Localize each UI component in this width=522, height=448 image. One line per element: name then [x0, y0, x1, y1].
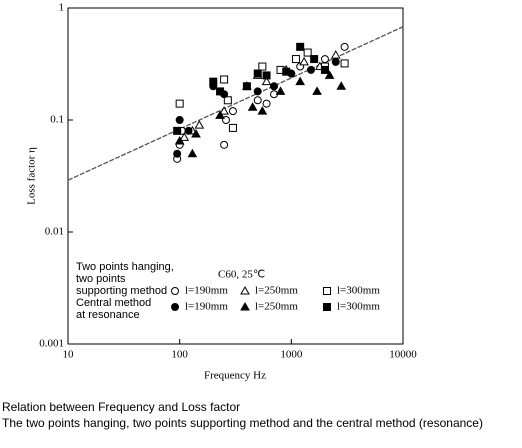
annotation: C60, 25℃: [218, 269, 265, 281]
data-point: [291, 55, 300, 64]
legend-marker: [171, 287, 179, 295]
y-tick-label: 0.1: [50, 114, 64, 126]
data-point: [220, 140, 229, 149]
x-tick-label: 100: [171, 349, 188, 361]
data-point: [175, 116, 184, 124]
y-tick-label: 0.001: [39, 338, 64, 350]
data-point: [310, 55, 319, 64]
y-tick-label: 1: [59, 2, 65, 14]
data-point: [330, 50, 341, 59]
legend-label: l=190mm: [185, 301, 228, 313]
data-point: [215, 110, 225, 119]
legend-group-label: Central method: [76, 297, 151, 309]
data-point: [184, 126, 193, 135]
y-tick-label: 0.01: [45, 226, 64, 238]
data-point: [262, 99, 271, 108]
data-point: [223, 96, 232, 105]
data-point: [295, 76, 306, 86]
data-point: [187, 148, 198, 158]
legend-group-label: supporting method: [76, 285, 167, 297]
data-point: [179, 132, 190, 141]
legend-label: l=300mm: [337, 301, 380, 313]
legend-label: l=250mm: [255, 285, 298, 297]
legend-marker: [240, 301, 250, 311]
legend-marker: [323, 287, 331, 295]
data-point: [220, 75, 229, 84]
data-point: [320, 55, 329, 64]
data-point: [336, 81, 347, 90]
legend-marker: [171, 303, 179, 311]
legend-label: l=190mm: [185, 285, 228, 297]
x-tick-label: 1000: [280, 349, 303, 361]
plot-frame: [67, 7, 404, 345]
data-point: [173, 149, 182, 158]
data-point: [253, 96, 262, 105]
x-axis-label: Frequency Hz: [204, 370, 266, 382]
data-point: [228, 107, 237, 116]
data-point: [173, 126, 182, 135]
data-point: [175, 99, 184, 108]
data-point: [340, 42, 349, 51]
data-point: [320, 65, 329, 74]
data-point: [262, 71, 271, 80]
data-point: [191, 128, 201, 138]
data-point: [261, 76, 272, 86]
fit-line: [67, 26, 404, 181]
data-point: [257, 106, 268, 115]
data-point: [228, 123, 237, 132]
data-point: [331, 57, 340, 66]
x-tick-label: 10000: [389, 349, 417, 361]
data-point: [270, 82, 279, 91]
data-point: [324, 70, 335, 79]
data-point: [306, 65, 315, 74]
data-point: [194, 120, 205, 129]
data-point: [275, 86, 286, 95]
legend-group-label: Two points hanging,: [76, 261, 174, 273]
data-point: [253, 87, 262, 96]
data-point: [209, 77, 218, 86]
legend-label: l=300mm: [337, 285, 380, 297]
data-point: [242, 82, 251, 91]
legend-marker: [240, 285, 250, 295]
caption: The two points hanging, two points suppo…: [2, 416, 483, 430]
caption: Relation between Frequency and Loss fact…: [2, 400, 240, 414]
data-point: [247, 102, 258, 111]
data-point: [219, 106, 229, 115]
data-point: [340, 59, 349, 68]
legend-marker: [323, 303, 331, 311]
x-tick-label: 10: [63, 349, 75, 361]
legend-label: l=250mm: [255, 301, 298, 313]
data-point: [258, 62, 267, 71]
data-point: [282, 67, 291, 76]
y-axis-label: Loss factor η: [26, 147, 38, 205]
data-point: [303, 48, 312, 57]
data-point: [216, 87, 225, 96]
legend-group-label: at resonance: [76, 309, 140, 321]
data-point: [299, 56, 309, 66]
legend-group-label: two points: [76, 273, 126, 285]
data-point: [174, 135, 185, 145]
data-point: [296, 42, 305, 51]
data-point: [253, 69, 262, 78]
data-point: [312, 86, 322, 95]
